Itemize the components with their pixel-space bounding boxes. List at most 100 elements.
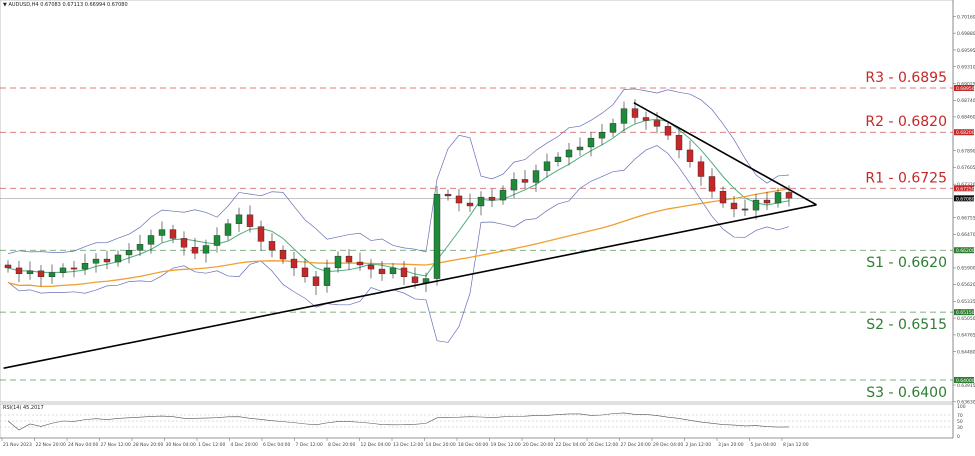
time-tick-label: 29 Dec 04:00: [653, 442, 683, 448]
candle-body: [81, 263, 89, 270]
price-tick-label: 0.67605: [957, 165, 975, 171]
rsi-axis-label: 0: [957, 434, 960, 440]
current-price-tag: [954, 195, 974, 202]
candle-body: [609, 123, 617, 133]
candle-body: [499, 189, 507, 201]
time-tick-label: 3 Jan 20:00: [718, 442, 744, 448]
candle-body: [631, 108, 639, 118]
level-tag-text: 0.65150: [956, 310, 975, 316]
candle-body: [323, 267, 331, 286]
time-tick-label: 24 Nov 04:00: [68, 442, 98, 448]
candle-body: [521, 179, 529, 183]
price-tick-label: 0.68740: [957, 98, 975, 104]
price-tick-label: 0.66470: [957, 232, 975, 238]
candle-body: [741, 208, 749, 211]
level-tag: [954, 185, 974, 192]
level-tag-text: 0.64000: [956, 378, 975, 384]
time-tick-label: 21 Nov 2023: [3, 442, 32, 448]
price-tick-label: 0.69595: [957, 48, 975, 54]
candle-body: [48, 272, 56, 277]
time-axis[interactable]: 21 Nov 2023 22 Nov 20:00 24 Nov 04:00 27 No…: [0, 437, 953, 448]
candle-body: [356, 261, 364, 266]
time-tick-label: 12 Dec 04:00: [361, 442, 391, 448]
price-tick-label: 0.63630: [957, 400, 975, 406]
candle-body: [158, 229, 166, 236]
rsi-axis-label: 100: [957, 404, 966, 410]
candle-body: [532, 170, 540, 183]
time-tick-label: 26 Dec 12:00: [588, 442, 618, 448]
candle-body: [312, 276, 320, 286]
candle-body: [257, 226, 265, 242]
price-tick-label: 0.65335: [957, 299, 975, 305]
level-tag-text: 0.68200: [956, 130, 975, 136]
trendlines: [3, 102, 817, 369]
candle-body: [664, 126, 672, 136]
level-tag: [954, 85, 974, 91]
time-tick-label: 27 Dec 20:00: [621, 442, 651, 448]
candle-body: [169, 229, 177, 239]
price-tick-label: 0.69025: [957, 81, 975, 87]
time-tick-label: 8 Jan 12:00: [783, 442, 809, 448]
level-label: S3 - 0.6400: [866, 385, 947, 401]
time-tick-label: 19 Dec 12:00: [491, 442, 521, 448]
candle-body: [136, 244, 144, 251]
candle-body: [554, 156, 562, 162]
candle-body: [422, 278, 430, 283]
candle-body: [114, 254, 122, 263]
price-tick-label: 0.69880: [957, 31, 975, 37]
candle-body: [675, 134, 683, 151]
candle-body: [455, 195, 463, 204]
price-tick-label: 0.67320: [957, 182, 975, 188]
rsi-axis-label: 30: [957, 425, 963, 431]
time-tick-label: 22 Nov 20:00: [36, 442, 66, 448]
level-label: S2 - 0.6515: [866, 317, 947, 333]
candle-body: [642, 117, 650, 121]
candle-body: [147, 235, 155, 245]
level-label: R2 - 0.6820: [865, 114, 947, 130]
candle-body: [510, 179, 518, 191]
level-tag-text: 0.68950: [956, 86, 975, 92]
price-tick-label: 0.67890: [957, 148, 975, 154]
levels: R3 - 0.6895 R2 - 0.6820 R1 - 0.6725 S1 - 0.…: [0, 70, 953, 401]
candle-body: [587, 137, 595, 148]
level-tag: [954, 129, 974, 136]
price-tick-label: 0.68460: [957, 115, 975, 121]
candle-body: [37, 270, 45, 277]
level-label: R3 - 0.6895: [865, 70, 947, 86]
candle-body: [70, 267, 78, 270]
candle-body: [730, 202, 738, 210]
time-tick-label: 4 Dec 20:00: [231, 442, 259, 448]
trendline-descending: [633, 102, 817, 206]
candle-body: [92, 258, 100, 264]
rsi-axis-label: 70: [957, 413, 963, 419]
time-tick-label: 6 Dec 04:00: [263, 442, 291, 448]
candle-body: [477, 196, 485, 207]
candle-body: [444, 193, 452, 197]
level-label: R1 - 0.6725: [865, 170, 947, 186]
level-tag: [954, 377, 974, 384]
time-tick-label: 27 Nov 12:00: [101, 442, 131, 448]
candle-body: [4, 264, 12, 269]
level-tag: [954, 309, 974, 316]
price-axis[interactable]: 0.68950 0.68200 0.67250 0.66200 0.65150 0.640…: [952, 0, 975, 438]
level-label: S1 - 0.6620: [866, 255, 947, 271]
candle-body: [378, 268, 386, 275]
bollinger-lower: [7, 145, 790, 343]
indicators: [7, 88, 790, 343]
time-tick-label: 13 Dec 12:00: [393, 442, 423, 448]
price-tick-label: 0.64765: [957, 333, 975, 339]
candle-body: [389, 267, 397, 275]
candle-body: [224, 223, 232, 236]
candle-body: [543, 161, 551, 171]
time-tick-label: 8 Dec 20:00: [328, 442, 356, 448]
candle-body: [488, 196, 496, 201]
candle-body: [191, 247, 199, 254]
candle-body: [598, 132, 606, 139]
candle-body: [59, 267, 67, 273]
candle-body: [708, 176, 716, 192]
price-tick-label: 0.66755: [957, 215, 975, 221]
price-tick-label: 0.65050: [957, 316, 975, 322]
candle-body: [653, 120, 661, 127]
time-tick-label: 20 Dec 20:00: [523, 442, 553, 448]
